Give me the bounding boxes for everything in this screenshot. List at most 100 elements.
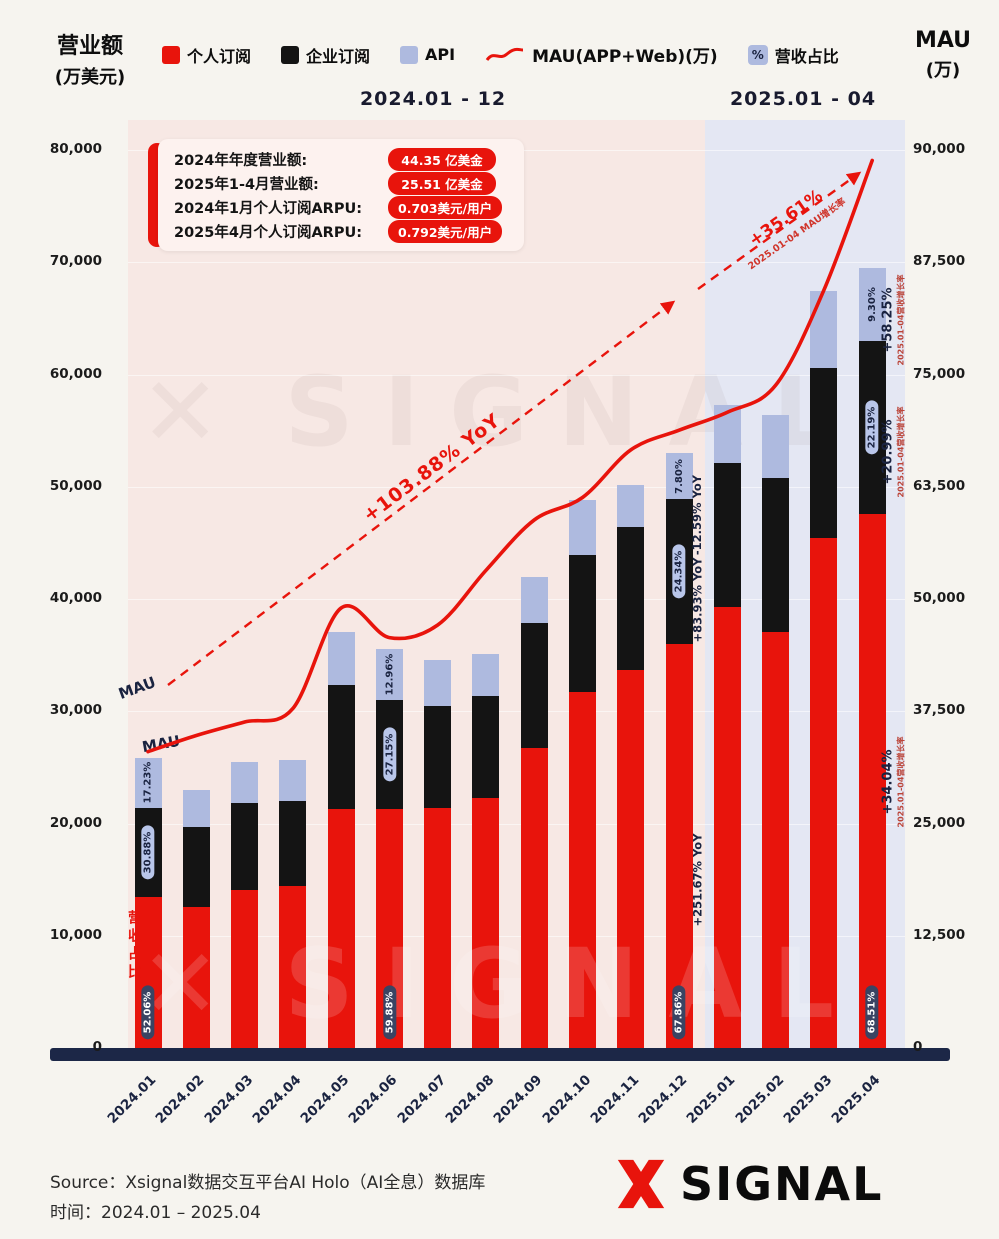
info-label: 2024年1月个人订阅ARPU: (174, 200, 363, 217)
legend-label-api: API (425, 45, 456, 64)
bar-2024.10-api (569, 500, 597, 556)
bar-2024.11-api (617, 484, 645, 528)
bar-2024.12-personal (665, 643, 693, 1048)
personal-swatch-icon (162, 45, 180, 64)
bar-2024.08-personal (472, 797, 500, 1048)
left-axis-tick: 60,000 (49, 365, 102, 382)
bar-2024.04-personal (279, 886, 307, 1048)
left-axis-tick: 30,000 (49, 702, 102, 719)
gridline (128, 935, 905, 937)
api-swatch-icon (400, 45, 419, 64)
info-value-pill: 0.703美元/用户 (388, 195, 503, 219)
bar-2025.01-personal (713, 606, 741, 1048)
left-axis-tick: 0 (92, 1039, 102, 1055)
left-axis-title-line2: (万美元) (54, 67, 126, 88)
right-axis-tick: 12,500 (913, 926, 966, 943)
info-label: 2025年1-4月营业额: (174, 176, 319, 193)
gridline (128, 262, 905, 264)
info-row: 2024年年度营业额: 44.35 亿美金 (174, 147, 512, 171)
bar-2025.03-api (810, 291, 838, 368)
info-label: 2024年年度营业额: (174, 152, 308, 169)
bar-2024.03-api (231, 761, 259, 804)
bar-2024.04-enterprise (279, 801, 307, 887)
mau-line-icon (485, 47, 524, 61)
bar-2024.12-api (665, 453, 693, 500)
bar-2024.02-personal (182, 906, 210, 1048)
legend-item-api: API (400, 45, 455, 64)
time-text: 时间：2024.01 – 2025.04 (50, 1203, 261, 1223)
bar-2025.02-personal (762, 631, 790, 1048)
source-text: Source：Xsignal数据交互平台AI Holo（AI全息）数据库 (50, 1173, 486, 1193)
bar-2024.02-api (182, 789, 210, 827)
right-axis-tick: 0 (913, 1039, 923, 1055)
legend-label-mau: MAU(APP+Web)(万) (532, 47, 718, 67)
legend-item-mau: MAU(APP+Web)(万) (485, 42, 718, 67)
revenue-share-vertical-label: 营收占比 (126, 910, 142, 982)
bar-2024.07-enterprise (424, 705, 452, 808)
bar-2024.08-enterprise (472, 695, 500, 798)
legend-label-personal: 个人订阅 (187, 46, 252, 66)
left-axis-tick: 20,000 (49, 814, 102, 831)
bar-2024.06-personal (375, 808, 403, 1048)
percent-badge-icon: % (747, 44, 768, 65)
legend-label-share: 营收占比 (774, 46, 839, 66)
bar-2024.10-enterprise (569, 555, 597, 693)
bar-2024.11-personal (617, 669, 645, 1048)
info-label: 2025年4月个人订阅ARPU: (174, 224, 363, 241)
logo-text: SIGNAL (680, 1157, 884, 1211)
gridline (128, 374, 905, 376)
bar-2025.01-api (713, 404, 741, 464)
right-axis-tick: 75,000 (913, 365, 966, 382)
info-value-pill: 44.35 亿美金 (388, 147, 496, 171)
info-box: 2024年年度营业额: 44.35 亿美金 2025年1-4月营业额: 25.5… (158, 139, 524, 251)
bar-2024.04-api (279, 759, 307, 802)
right-axis-title-line1: MAU (914, 28, 972, 53)
bar-2024.03-personal (231, 889, 259, 1048)
x-logo-icon (617, 1159, 665, 1209)
bar-2024.10-personal (569, 692, 597, 1048)
bar-2024.08-api (472, 654, 500, 696)
gridline (128, 823, 905, 825)
bar-2024.09-api (520, 576, 548, 623)
bar-2025.03-enterprise (810, 367, 838, 539)
right-axis-tick: 50,000 (913, 590, 966, 606)
bar-2025.02-api (762, 414, 790, 478)
bar-2024.02-enterprise (182, 826, 210, 907)
legend: 个人订阅 企业订阅 API MAU(APP+Web)(万) % 营收占比 (162, 42, 839, 67)
bar-2024.06-api (375, 648, 403, 701)
right-axis-tick: 63,500 (913, 477, 966, 494)
bar-2025.04-api (858, 267, 886, 341)
right-axis-title: MAU (万) (899, 28, 987, 82)
bar-2024.05-personal (327, 808, 355, 1048)
bar-2024.03-enterprise (231, 803, 259, 890)
left-axis-tick: 40,000 (49, 590, 102, 606)
bar-2024.11-enterprise (617, 527, 645, 670)
info-row: 2025年1-4月营业额: 25.51 亿美金 (174, 171, 512, 195)
bar-2025.03-personal (810, 538, 838, 1048)
legend-item-share: % 营收占比 (747, 43, 839, 67)
bar-2024.01-enterprise (134, 807, 162, 898)
right-axis-tick: 37,500 (913, 702, 966, 719)
bar-2024.09-personal (520, 748, 548, 1048)
legend-item-enterprise: 企业订阅 (281, 43, 370, 67)
info-row: 2025年4月个人订阅ARPU: 0.792美元/用户 (174, 219, 512, 243)
info-row: 2024年1月个人订阅ARPU: 0.703美元/用户 (174, 195, 512, 219)
bar-2024.05-enterprise (327, 685, 355, 809)
info-value-pill: 25.51 亿美金 (388, 171, 496, 195)
bar-2024.12-enterprise (665, 499, 693, 644)
period-2025-label: 2025.01 - 04 (729, 88, 877, 110)
legend-label-enterprise: 企业订阅 (306, 46, 371, 66)
right-axis-tick: 87,500 (913, 253, 966, 270)
left-axis-tick: 10,000 (49, 926, 102, 943)
bar-2024.07-personal (424, 807, 452, 1048)
left-axis-tick: 70,000 (49, 253, 102, 270)
legend-item-personal: 个人订阅 (162, 43, 251, 67)
bar-2024.09-enterprise (520, 622, 548, 749)
bar-2024.06-enterprise (375, 700, 403, 809)
left-axis-tick: 80,000 (49, 141, 102, 157)
bar-2025.04-personal (858, 513, 886, 1048)
left-axis-title-line1: 营业额 (56, 34, 123, 59)
bar-2024.07-api (424, 659, 452, 706)
x-axis-baseline (50, 1048, 950, 1061)
